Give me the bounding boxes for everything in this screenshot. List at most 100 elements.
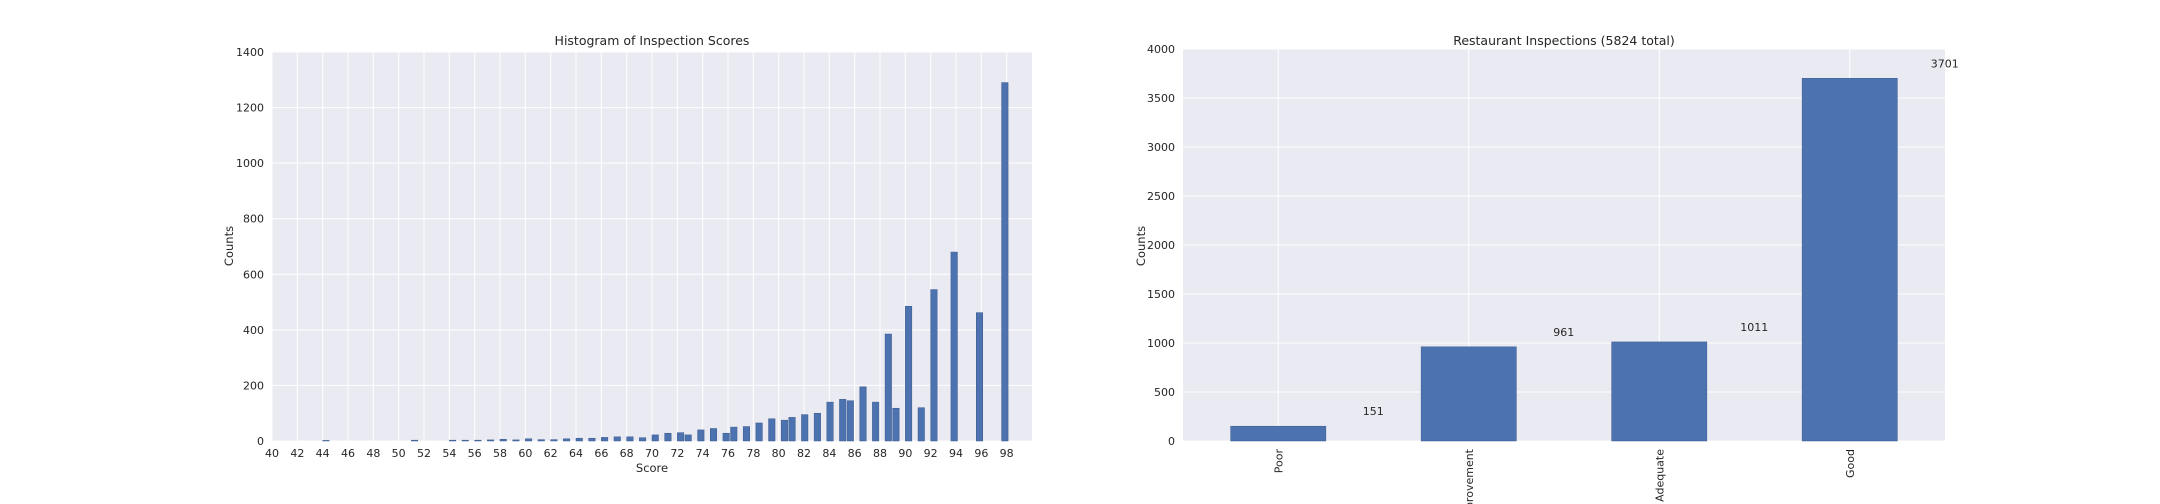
category-data-label: 151	[1363, 405, 1384, 418]
histogram-bar	[664, 432, 672, 442]
histogram-x-tick-label: 70	[645, 447, 659, 460]
category-bar	[1801, 78, 1898, 442]
category-y-tick-label: 4000	[1147, 43, 1175, 56]
histogram-x-tick-label: 80	[772, 447, 786, 460]
category-data-label: 3701	[1931, 57, 1959, 70]
histogram-bar	[813, 412, 821, 442]
histogram-x-tick-label: 56	[468, 447, 482, 460]
category-y-tick-label: 3000	[1147, 141, 1175, 154]
histogram-bar	[826, 401, 834, 442]
histogram-y-axis-label: Counts	[222, 226, 236, 266]
category-y-ticks: 0 500 1000 1500 2000 2500 3000 3500 4000	[1147, 43, 1175, 448]
histogram-bar	[905, 305, 913, 442]
category-x-tick-label: Adequate	[1653, 449, 1666, 502]
category-y-tick-label: 1500	[1147, 288, 1175, 301]
histogram-x-tick-label: 66	[594, 447, 608, 460]
histogram-x-ticks: 40 42 44 46 48 50 52 54 56 58 60 62 64 66 68 70 72 74 76 78…	[265, 447, 1014, 460]
histogram-bar	[872, 401, 880, 442]
histogram-bar	[801, 414, 809, 442]
histogram-x-tick-label: 94	[949, 447, 963, 460]
histogram-bar	[976, 312, 984, 442]
inspection-category-chart: Poor provement Adequate Good 0 500 1000 1500 20…	[1134, 33, 1959, 504]
histogram-y-tick-label: 800	[243, 213, 264, 226]
category-y-axis-label: Counts	[1134, 226, 1148, 266]
histogram-bar	[788, 417, 796, 442]
histogram-x-axis-label: Score	[636, 461, 668, 475]
histogram-bar	[697, 429, 705, 442]
histogram-x-tick-label: 90	[898, 447, 912, 460]
histogram-bar	[859, 386, 867, 442]
histogram-bar	[461, 439, 469, 442]
category-data-label: 1011	[1740, 321, 1768, 334]
histogram-x-tick-label: 48	[366, 447, 380, 460]
category-bar	[1420, 346, 1517, 442]
category-bars	[1230, 78, 1898, 442]
histogram-x-tick-label: 68	[620, 447, 634, 460]
histogram-x-tick-label: 92	[924, 447, 938, 460]
histogram-x-tick-label: 60	[518, 447, 532, 460]
category-bar	[1611, 341, 1708, 442]
histogram-bar	[639, 437, 647, 442]
histogram-bar	[722, 432, 730, 442]
histogram-bar	[322, 440, 330, 442]
histogram-bar	[474, 439, 482, 442]
histogram-y-tick-label: 1200	[236, 102, 264, 115]
category-y-tick-label: 2500	[1147, 190, 1175, 203]
histogram-bar	[780, 419, 788, 442]
histogram-x-tick-label: 58	[493, 447, 507, 460]
category-y-tick-label: 0	[1168, 435, 1175, 448]
histogram-bar	[613, 436, 621, 442]
histogram-x-tick-label: 40	[265, 447, 279, 460]
histogram-bar	[742, 426, 750, 442]
histogram-x-tick-label: 74	[696, 447, 710, 460]
histogram-bar	[563, 438, 571, 442]
histogram-x-tick-label: 78	[746, 447, 760, 460]
histogram-bar	[550, 439, 558, 442]
histogram-bar	[917, 407, 925, 442]
histogram-bar	[677, 432, 685, 442]
histogram-grid	[271, 51, 1032, 442]
histogram-bar	[839, 399, 847, 442]
histogram-x-tick-label: 76	[721, 447, 735, 460]
histogram-bar	[449, 439, 457, 442]
histogram-x-tick-label: 54	[442, 447, 456, 460]
histogram-bar	[892, 407, 900, 442]
histogram-x-tick-label: 84	[822, 447, 836, 460]
category-y-tick-label: 500	[1154, 386, 1175, 399]
category-y-tick-label: 1000	[1147, 337, 1175, 350]
histogram-bar	[730, 426, 738, 442]
histogram-x-tick-label: 50	[392, 447, 406, 460]
category-data-labels: 151 961 1011 3701	[1363, 57, 1959, 418]
histogram-bar	[684, 434, 692, 442]
histogram-y-tick-label: 600	[243, 268, 264, 281]
histogram-bar	[930, 289, 938, 442]
histogram-x-tick-label: 44	[316, 447, 330, 460]
histogram-bar	[755, 422, 763, 442]
histogram-bar	[950, 251, 958, 442]
histogram-x-tick-label: 86	[848, 447, 862, 460]
histogram-x-tick-label: 46	[341, 447, 355, 460]
histogram-x-tick-label: 62	[544, 447, 558, 460]
category-title: Restaurant Inspections (5824 total)	[1453, 33, 1675, 48]
category-x-tick-label: provement	[1463, 448, 1476, 504]
histogram-bar	[487, 439, 495, 442]
histogram-x-tick-label: 64	[569, 447, 583, 460]
histogram-bar	[411, 439, 419, 442]
histogram-bar	[499, 439, 507, 442]
histogram-x-tick-label: 82	[797, 447, 811, 460]
category-data-label: 961	[1553, 326, 1574, 339]
histogram-x-tick-label: 42	[290, 447, 304, 460]
histogram-y-tick-label: 400	[243, 324, 264, 337]
histogram-x-tick-label: 88	[873, 447, 887, 460]
histogram-bar	[575, 437, 583, 442]
histogram-bar	[846, 400, 854, 442]
histogram-chart: 40 42 44 46 48 50 52 54 56 58 60 62 64 66 68 70 72 74 76 78…	[222, 33, 1032, 475]
histogram-bar	[710, 428, 718, 442]
histogram-y-tick-label: 0	[257, 435, 264, 448]
category-x-tick-label: Good	[1844, 449, 1857, 478]
histogram-bar	[626, 436, 634, 442]
histogram-y-tick-label: 200	[243, 379, 264, 392]
histogram-bar	[601, 437, 609, 442]
histogram-x-tick-label: 98	[1000, 447, 1014, 460]
